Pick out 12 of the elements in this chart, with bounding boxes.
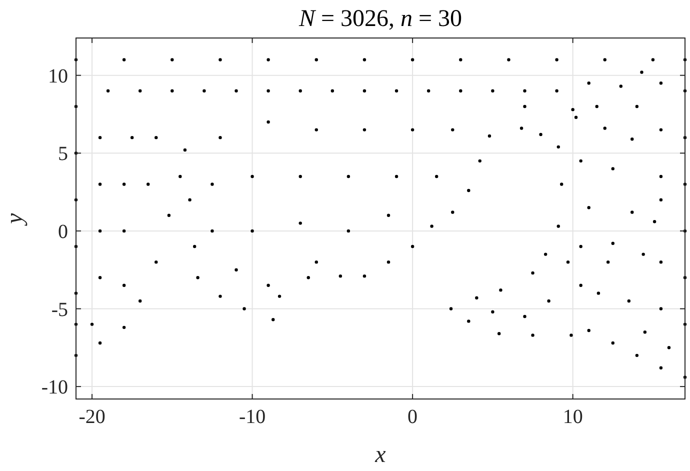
- chart-title: N = 3026, n = 30: [298, 6, 462, 32]
- y-tick-label: 0: [58, 220, 68, 243]
- y-axis-title: y: [2, 212, 28, 226]
- y-tick-label: 5: [58, 143, 68, 166]
- x-tick-label: -10: [238, 406, 266, 428]
- y-tick-label: -10: [41, 376, 68, 399]
- y-tick-label: 10: [48, 65, 68, 88]
- x-tick-label: 0: [408, 406, 418, 428]
- y-tick-label: -5: [51, 298, 68, 321]
- x-tick-label: 10: [562, 406, 583, 428]
- x-axis-title: x: [374, 442, 386, 468]
- x-tick-label: -20: [78, 406, 106, 428]
